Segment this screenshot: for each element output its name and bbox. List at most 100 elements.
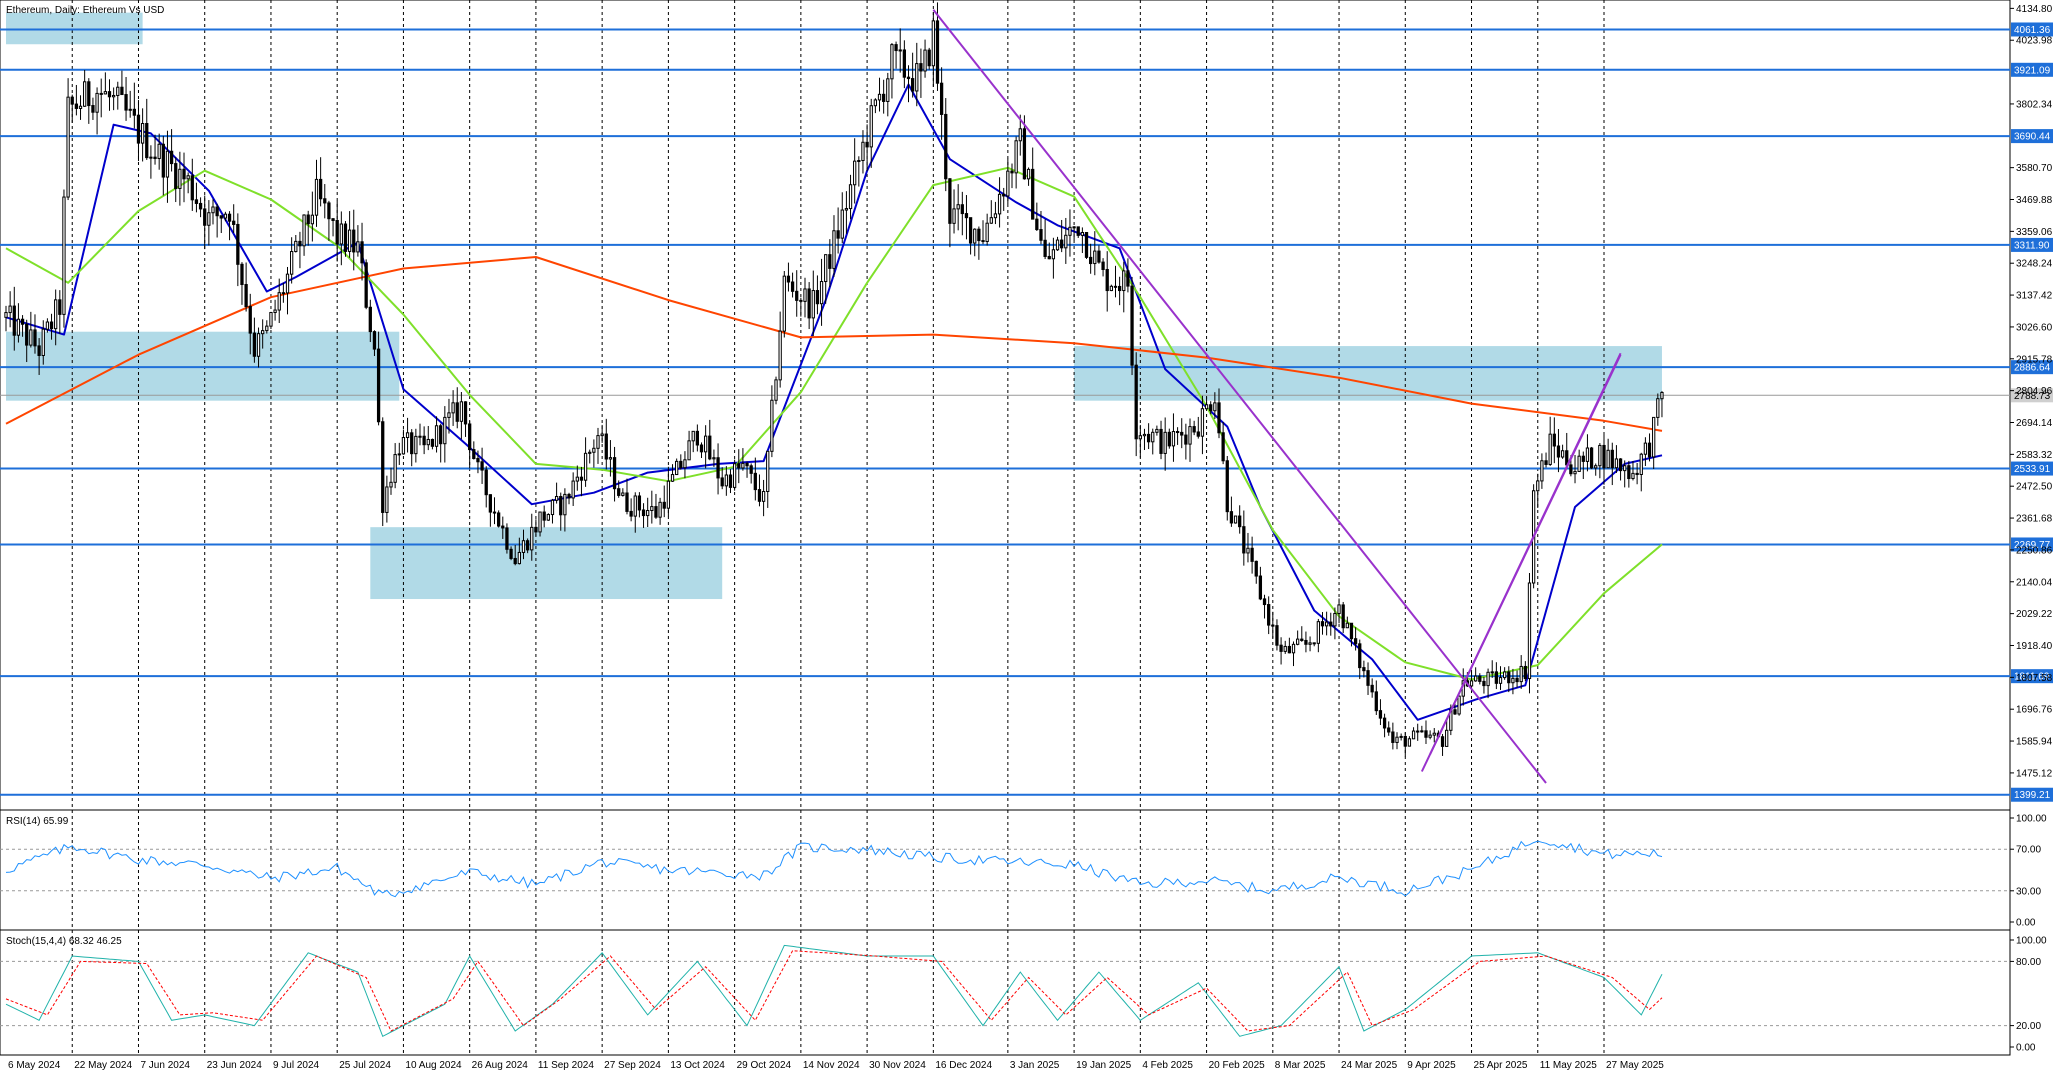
candle-body xyxy=(873,99,878,107)
candle xyxy=(140,108,145,162)
candle xyxy=(54,289,58,346)
trendline[interactable] xyxy=(1429,352,1622,755)
trendline[interactable] xyxy=(932,9,1547,784)
candle-body xyxy=(480,461,484,471)
candle xyxy=(401,429,406,455)
candle-body xyxy=(1076,226,1080,236)
candle xyxy=(405,417,410,453)
candle-body xyxy=(844,208,849,211)
candle-body xyxy=(712,457,716,460)
candle xyxy=(766,450,770,508)
time-axis[interactable]: 6 May 2024 22 May 2024 7 Jun 2024 23 Jun 20… xyxy=(8,1060,1664,1071)
candle-body xyxy=(1122,270,1126,292)
candle xyxy=(836,207,840,254)
candle-body xyxy=(554,495,559,501)
candle xyxy=(877,77,882,112)
candle-body xyxy=(1229,511,1234,524)
candle xyxy=(1618,458,1623,481)
candle xyxy=(161,135,165,196)
candle xyxy=(737,449,741,484)
candle-body xyxy=(352,229,356,253)
x-tick-label: 20 Feb 2025 xyxy=(1209,1060,1266,1071)
candle xyxy=(83,69,87,107)
candle xyxy=(1159,420,1163,460)
candle-body xyxy=(799,299,803,302)
candle-body xyxy=(426,438,430,446)
trendlines[interactable] xyxy=(932,9,1622,784)
candle xyxy=(29,311,33,348)
candle-body xyxy=(128,108,132,111)
x-tick-label: 9 Jul 2024 xyxy=(273,1060,320,1071)
y-tick-label: 30.00 xyxy=(2016,886,2041,897)
candle-body xyxy=(116,86,120,96)
candle xyxy=(1345,616,1349,629)
candle-body xyxy=(1047,255,1051,260)
candle xyxy=(1080,227,1085,254)
candle-body xyxy=(1577,455,1581,472)
candle xyxy=(414,428,418,463)
vertical-grid xyxy=(71,0,1605,810)
candle-body xyxy=(120,86,124,96)
candle xyxy=(1341,601,1345,634)
candle xyxy=(807,282,811,330)
level-badge xyxy=(2011,787,2053,802)
rsi-panel[interactable]: RSI(14) 65.99 xyxy=(0,809,2011,931)
candle-body xyxy=(1233,515,1238,524)
candle-body xyxy=(1627,465,1631,480)
candle-body xyxy=(227,213,232,222)
candle-body xyxy=(1192,426,1196,433)
candle-body xyxy=(786,275,791,283)
candle xyxy=(1155,425,1159,436)
candle-body xyxy=(1196,431,1200,437)
candle-body xyxy=(1469,680,1474,687)
candle xyxy=(1175,427,1180,445)
candle-body xyxy=(1035,218,1039,231)
candle-body xyxy=(422,435,426,446)
candle-body xyxy=(724,474,728,487)
candle-body xyxy=(132,108,136,116)
candle-body xyxy=(699,444,704,453)
candle-body xyxy=(596,435,600,449)
candle xyxy=(4,305,8,332)
candle xyxy=(824,254,828,304)
candle-body xyxy=(1382,717,1387,729)
rsi-line xyxy=(5,840,1663,898)
candle xyxy=(198,197,203,218)
x-tick-label: 25 Jul 2024 xyxy=(339,1060,391,1071)
candle-body xyxy=(1080,231,1085,236)
candle xyxy=(538,511,542,537)
stoch-panel[interactable]: Stoch(15,4,4) 68.32 46.25 xyxy=(0,929,2011,1056)
price-axis[interactable]: 4134.80 4023.98 3802.34 3580.70 3469.88 3359.… xyxy=(2010,4,2053,780)
stoch-grid xyxy=(0,930,2010,1055)
candle xyxy=(116,81,120,110)
price-panel[interactable]: 4061.36 3921.09 3690.44 3311.90 2886.64 2533.… xyxy=(0,0,2053,811)
candle-body xyxy=(1304,639,1308,645)
candle-body xyxy=(811,290,815,319)
candle xyxy=(1474,667,1478,682)
candle-body xyxy=(1507,671,1511,684)
candle-body xyxy=(37,345,41,356)
x-tick-label: 26 Aug 2024 xyxy=(472,1060,529,1071)
candle xyxy=(1279,637,1283,665)
candle-body xyxy=(550,499,555,516)
candle-body xyxy=(248,306,252,334)
candles xyxy=(4,2,1664,757)
candle xyxy=(1602,434,1606,485)
candle xyxy=(426,425,430,451)
candle-body xyxy=(430,438,435,447)
candle xyxy=(939,67,944,140)
y-tick-label: 3026.60 xyxy=(2016,322,2053,333)
candle xyxy=(1130,276,1134,376)
candle xyxy=(964,195,969,240)
candle xyxy=(1180,418,1184,449)
candle xyxy=(343,221,348,257)
candle xyxy=(728,469,733,494)
candle xyxy=(1035,202,1039,231)
candle-body xyxy=(741,462,745,469)
candle xyxy=(20,315,25,337)
candle xyxy=(596,427,600,464)
candle xyxy=(902,40,906,89)
candle xyxy=(927,47,931,70)
x-tick-label: 13 Oct 2024 xyxy=(670,1060,725,1071)
